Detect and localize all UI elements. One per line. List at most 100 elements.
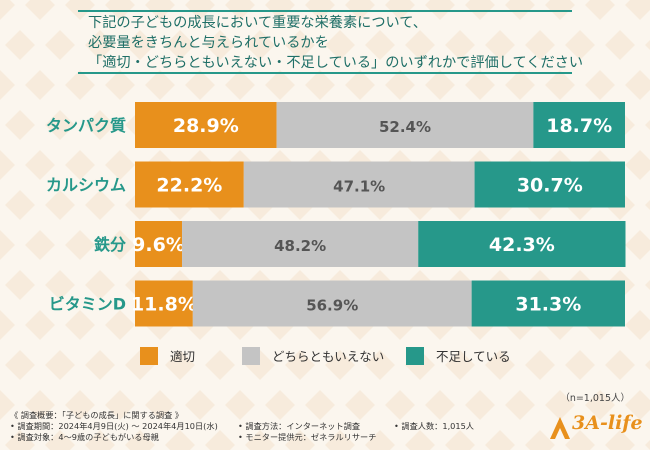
bg-diamond (265, 70, 295, 100)
bg-diamond (125, 430, 155, 450)
bar-protein-appropriate (135, 102, 277, 148)
bg-diamond (25, 0, 55, 20)
bg-diamond (105, 310, 135, 340)
bg-diamond (305, 70, 335, 100)
bar-protein-neutral (276, 102, 534, 148)
bg-diamond (625, 310, 650, 340)
bg-diamond (505, 390, 535, 420)
bar-iron-appropriate (135, 221, 183, 267)
legend-label-neutral: どちらともいえない (272, 349, 385, 364)
bg-diamond (105, 150, 135, 180)
value-label-protein-appropriate: 28.9% (173, 115, 239, 137)
bg-diamond (45, 430, 75, 450)
bg-diamond (25, 390, 55, 420)
bg-diamond (5, 270, 35, 300)
survey-provider: • モニター提供元：ゼネラルリサーチ (238, 432, 377, 442)
bg-diamond (645, 360, 650, 370)
stacked-bar-chart: タンパク質 28.9% 52.4% 18.7% カルシウム 22.2% 47.1% 30.7%… (46, 102, 626, 327)
legend-swatch-neutral (242, 346, 260, 365)
bg-diamond (245, 430, 275, 450)
bg-diamond (285, 30, 315, 60)
bg-diamond (225, 70, 255, 100)
bg-diamond (565, 430, 595, 450)
category-label-iron: 鉄分 (94, 235, 126, 254)
bar-calcium-appropriate (135, 161, 244, 208)
brand-logo: 3A-life (548, 410, 643, 442)
value-label-calcium-appropriate: 22.2% (156, 175, 222, 197)
bg-diamond (245, 30, 275, 60)
bg-diamond (25, 310, 55, 340)
legend-swatch-insufficient (406, 346, 424, 365)
bg-diamond (25, 70, 55, 100)
survey-method: • 調査方法：インターネット調査 (238, 421, 361, 431)
bg-diamond (365, 350, 395, 380)
bg-diamond (85, 430, 115, 450)
bar-vitamin-d-neutral (192, 280, 472, 327)
bg-diamond (345, 70, 375, 100)
bg-diamond (65, 310, 95, 340)
bg-diamond (65, 150, 95, 180)
bg-diamond (585, 70, 615, 100)
bg-diamond (425, 70, 455, 100)
bg-diamond (445, 350, 475, 380)
bg-diamond (0, 0, 15, 20)
bg-diamond (465, 70, 495, 100)
bg-diamond (625, 390, 650, 420)
bg-diamond (105, 230, 135, 260)
bg-diamond (545, 390, 575, 420)
bg-diamond (485, 350, 515, 380)
bg-diamond (565, 30, 595, 60)
bg-diamond (165, 350, 195, 380)
bar-vitamin-d-insufficient (471, 280, 625, 327)
value-label-protein-neutral: 52.4% (379, 118, 431, 136)
bg-diamond (85, 110, 115, 140)
bar-calcium-insufficient (474, 161, 625, 208)
bg-diamond (605, 30, 635, 60)
question-box: 下記の子どもの成長において重要な栄養素について、 必要量をきちんと与えられている… (78, 10, 584, 74)
bg-diamond (185, 390, 215, 420)
bg-diamond (225, 390, 255, 420)
question-line-1: 下記の子どもの成長において重要な栄養素について、 (88, 15, 427, 31)
bg-diamond (625, 70, 650, 100)
bg-diamond (525, 30, 555, 60)
bg-diamond (105, 70, 135, 100)
legend-label-appropriate: 適切 (170, 349, 196, 364)
legend: 適切 どちらともいえない 不足している (0, 346, 650, 368)
bg-diamond (645, 440, 650, 450)
bg-diamond (385, 390, 415, 420)
bg-diamond (145, 70, 175, 100)
value-label-iron-insufficient: 42.3% (489, 234, 555, 256)
bg-diamond (425, 390, 455, 420)
legend-item-appropriate: 適切 (140, 346, 195, 365)
bg-diamond (645, 200, 650, 210)
bg-diamond (565, 350, 595, 380)
question-line-3: 「適切・どちらともいえない・不足している」のいずれかで評価してください (88, 55, 584, 71)
value-label-vitamin-d-insufficient: 31.3% (515, 294, 581, 316)
bg-diamond (85, 190, 115, 220)
bg-diamond (625, 0, 650, 20)
bg-diamond (0, 70, 15, 100)
bg-diamond (265, 390, 295, 420)
survey-period: • 調査期間：2024年4月9日(火) 〜 2024年4月10日(水) (10, 421, 218, 431)
value-label-vitamin-d-neutral: 56.9% (306, 297, 358, 315)
value-label-vitamin-d-appropriate: 11.8% (131, 294, 197, 316)
bg-diamond (505, 70, 535, 100)
bg-diamond (445, 430, 475, 450)
category-label-calcium: カルシウム (46, 176, 126, 195)
bg-diamond (365, 430, 395, 450)
bar-iron-neutral (182, 221, 419, 267)
bg-diamond (605, 430, 635, 450)
bg-diamond (5, 30, 35, 60)
value-label-iron-appropriate: 9.6% (132, 234, 185, 256)
bg-diamond (5, 430, 35, 450)
value-label-calcium-neutral: 47.1% (333, 178, 385, 196)
bg-diamond (25, 150, 55, 180)
bg-diamond (0, 390, 15, 420)
bg-diamond (45, 350, 75, 380)
value-label-protein-insufficient: 18.7% (546, 115, 612, 137)
bg-diamond (585, 390, 615, 420)
bg-diamond (25, 230, 55, 260)
category-label-vitamin-d: ビタミンD (49, 295, 126, 314)
bg-diamond (205, 30, 235, 60)
bg-diamond (45, 30, 75, 60)
